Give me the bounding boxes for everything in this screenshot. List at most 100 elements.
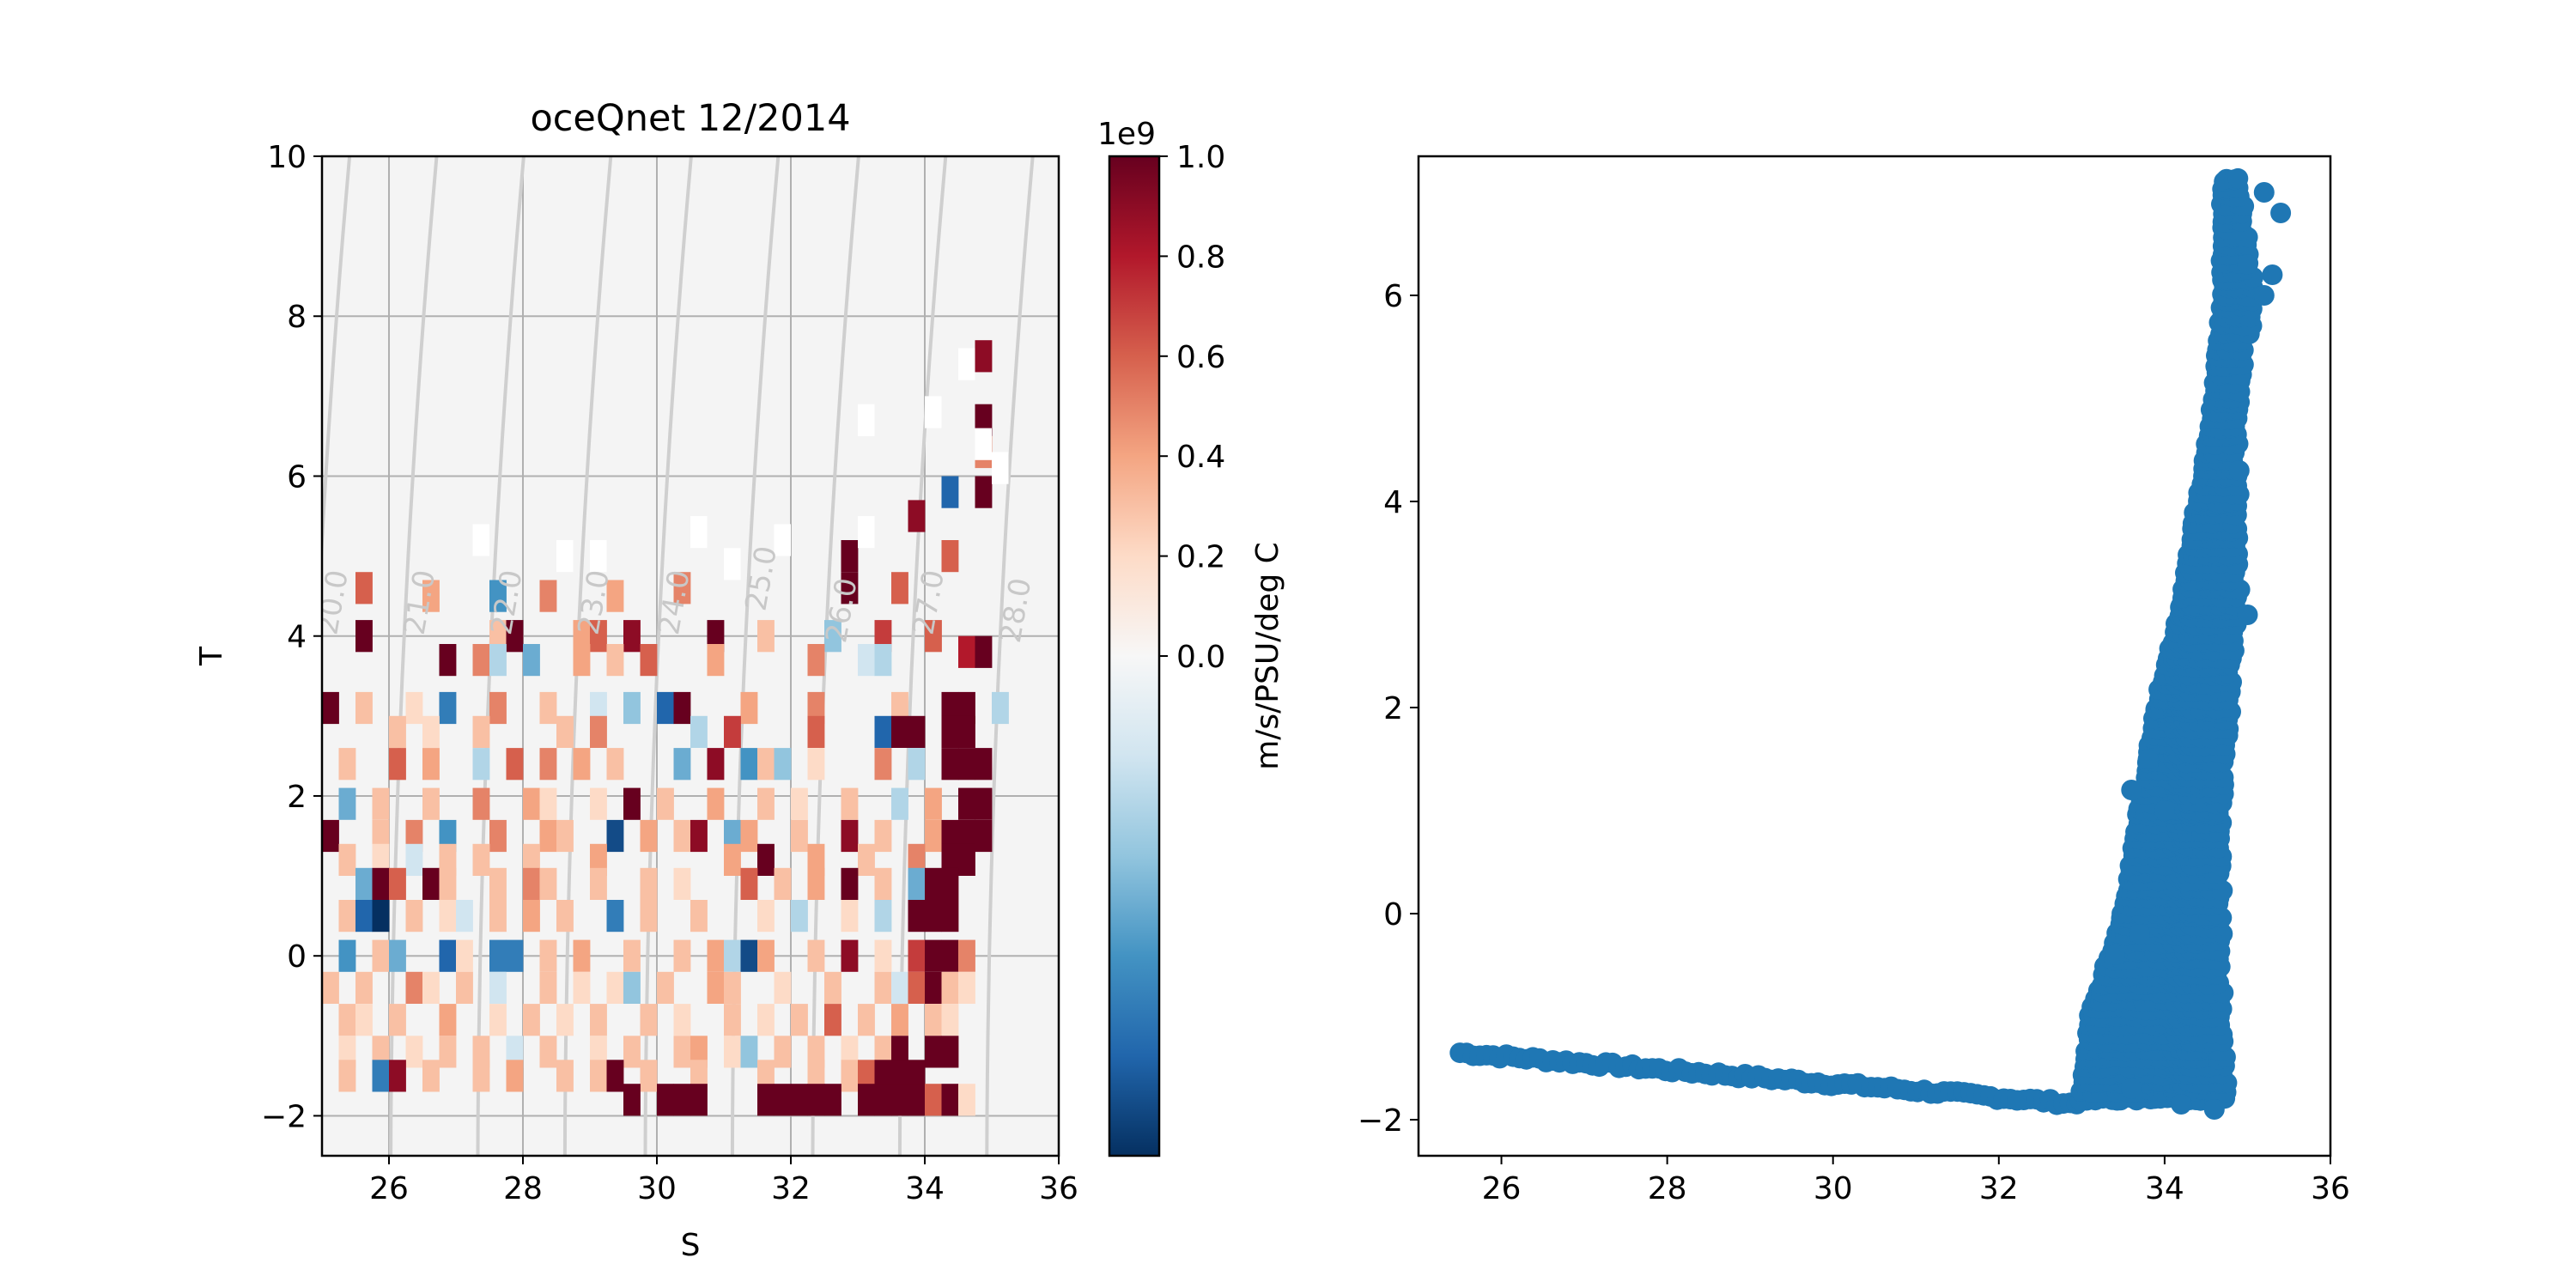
- heatmap-cell: [523, 1004, 540, 1036]
- heatmap-cell: [506, 748, 524, 781]
- heatmap-cell: [975, 748, 993, 781]
- heatmap-cell: [539, 971, 557, 1004]
- heatmap-cell: [874, 819, 892, 853]
- heatmap-cell: [908, 971, 926, 1004]
- heatmap-cell: [573, 971, 591, 1004]
- heatmap-cell: [405, 1036, 423, 1068]
- x-tick-label: 30: [1814, 1171, 1853, 1206]
- heatmap-cell: [690, 900, 708, 933]
- heatmap-cell: [673, 939, 691, 972]
- heatmap-cell: [874, 1036, 892, 1068]
- heatmap-cell: [539, 691, 557, 725]
- heatmap-cell: [891, 1036, 908, 1068]
- heatmap-cell: [590, 1036, 607, 1068]
- heatmap-cell: [338, 1036, 356, 1068]
- colorbar-ticks: 1.0 0.8 0.6 0.4 0.2 0.0: [1159, 140, 1225, 675]
- heatmap-cell: [841, 1036, 859, 1068]
- colorbar-tick-label: 0.6: [1176, 340, 1225, 375]
- heatmap-cell: [824, 1004, 841, 1036]
- heatmap-cell: [975, 476, 993, 508]
- heatmap-cell: [858, 843, 875, 876]
- scatter-point: [2262, 264, 2283, 285]
- heatmap-cell: [472, 524, 489, 556]
- y-tick-label: 4: [287, 620, 307, 655]
- heatmap-cell: [422, 787, 440, 820]
- heatmap-cell: [489, 819, 507, 853]
- heatmap-cell: [439, 1004, 457, 1036]
- heatmap-cell: [958, 348, 975, 380]
- isopycnal-line: [389, 156, 439, 1156]
- heatmap-cell: [690, 1084, 708, 1116]
- isopycnal-lines: [322, 156, 1035, 1156]
- heatmap-cell: [322, 819, 339, 853]
- heatmap-cell: [992, 691, 1009, 725]
- heatmap-cell: [372, 787, 390, 820]
- heatmap-cells: [322, 340, 1009, 1116]
- x-tick-label: 36: [2311, 1171, 2350, 1206]
- heatmap-cell: [590, 1004, 607, 1036]
- heatmap-cell: [372, 900, 390, 933]
- y-tick-label: 2: [287, 780, 307, 815]
- heatmap-cell: [389, 1004, 406, 1036]
- heatmap-cell: [472, 644, 490, 677]
- heatmap-cell: [791, 900, 808, 933]
- heatmap-cell: [472, 843, 490, 876]
- heatmap-cell: [958, 635, 975, 668]
- heatmap-cell: [539, 1036, 557, 1068]
- heatmap-cell: [707, 971, 725, 1004]
- heatmap-cell: [506, 620, 524, 653]
- heatmap-cell: [941, 843, 959, 876]
- heatmap-cell: [874, 900, 892, 933]
- heatmap-cell: [673, 691, 691, 725]
- heatmap-cell: [925, 1084, 942, 1116]
- heatmap-cell: [355, 1004, 373, 1036]
- heatmap-cell: [757, 1084, 775, 1116]
- heatmap-cell: [472, 1060, 490, 1092]
- colorbar-tick-label: 0.4: [1176, 440, 1225, 475]
- heatmap-cell: [774, 971, 792, 1004]
- y-tick-label: −2: [261, 1099, 307, 1134]
- heatmap-cell: [355, 691, 373, 725]
- heatmap-cell: [941, 748, 959, 781]
- heatmap-cell: [941, 1036, 959, 1068]
- heatmap-cell: [908, 748, 926, 781]
- heatmap-cell: [774, 1036, 792, 1068]
- heatmap-cell: [958, 748, 975, 781]
- heatmap-cell: [472, 1036, 490, 1068]
- heatmap-cell: [724, 939, 741, 972]
- heatmap-cell: [590, 715, 607, 748]
- heatmap-cell: [673, 1004, 691, 1036]
- heatmap-cell: [405, 971, 423, 1004]
- heatmap-cell: [439, 691, 457, 725]
- heatmap-cell: [707, 644, 725, 677]
- isopycnal-line: [811, 156, 860, 1156]
- heatmap-cell: [908, 900, 926, 933]
- left-title: oceQnet 12/2014: [530, 97, 850, 140]
- scatter-point: [2227, 167, 2249, 189]
- heatmap-cell: [623, 1084, 641, 1116]
- heatmap-cell: [590, 867, 607, 900]
- x-tick-label: 32: [1979, 1171, 2019, 1206]
- heatmap-cell: [489, 1004, 507, 1036]
- isopycnal-line: [322, 156, 352, 574]
- heatmap-cell: [824, 971, 841, 1004]
- heatmap-cell: [958, 1084, 975, 1116]
- heatmap-cell: [925, 819, 942, 853]
- scatter-point: [2129, 924, 2150, 945]
- heatmap-cell: [338, 939, 356, 972]
- heatmap-cell: [807, 867, 825, 900]
- heatmap-cell: [791, 1004, 808, 1036]
- heatmap-cell: [958, 715, 975, 748]
- scatter-point: [2228, 460, 2250, 481]
- heatmap-cell: [707, 787, 725, 820]
- heatmap-cell: [573, 644, 591, 677]
- heatmap-cell: [389, 748, 406, 781]
- heatmap-cell: [506, 1036, 524, 1068]
- heatmap-cell: [338, 900, 356, 933]
- heatmap-cell: [958, 971, 975, 1004]
- heatmap-cell: [925, 620, 942, 653]
- heatmap-cell: [724, 715, 741, 748]
- heatmap-cell: [958, 787, 975, 820]
- x-tick-label: 36: [1039, 1171, 1078, 1206]
- heatmap-cell: [774, 1084, 792, 1116]
